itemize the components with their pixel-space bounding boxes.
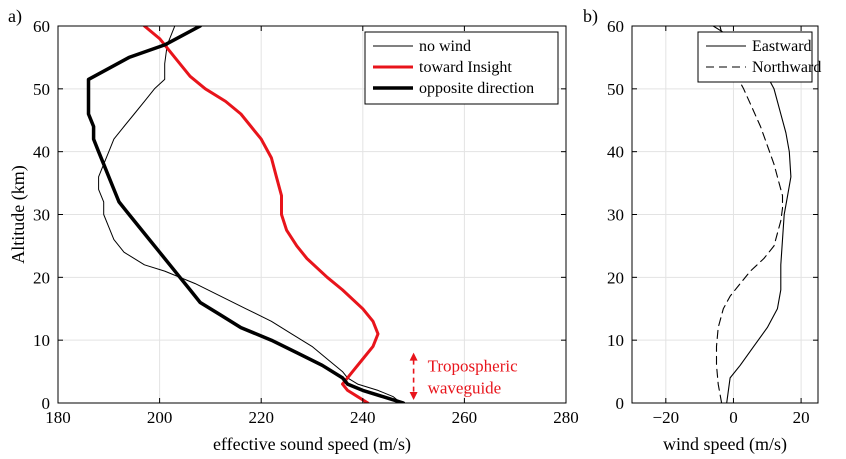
panel-a-y-tick-label: 50 [33,80,50,99]
panel-b-frame [631,25,819,404]
panel-a-x-tick-label: 280 [553,408,579,427]
panel-b-y-tick-label: 0 [616,394,625,413]
legend-label-eastward: Eastward [752,38,812,55]
legend-label-toward-insight: toward Insight [419,59,512,76]
panel-a-x-tick-label: 240 [350,408,376,427]
panel-b-y-tick-label: 30 [607,206,624,225]
panel-a-y-tick-label: 20 [33,268,50,287]
panel-b-y-tick-label: 40 [607,143,624,162]
panel-a-y-axis-label: Altitude (km) [8,165,29,263]
panel-a-x-tick-label: 220 [248,408,274,427]
legend-label-northward: Northward [752,59,821,76]
panel-b-x-tick-label: −20 [653,408,680,427]
panel-a-y-tick-label: 60 [33,17,50,36]
waveguide-label-line1: Tropospheric [428,356,518,375]
series-line-opposite-direction [86,26,406,403]
panel-b-y-tick-label: 10 [607,331,624,350]
panel-a-frame [57,25,567,404]
panel-b-x-tick-label: 0 [729,408,738,427]
panel-a-x-tick-label: 200 [147,408,173,427]
waveguide-arrow-head-bottom [409,392,418,400]
panel-b-y-tick-label: 60 [607,17,624,36]
legend-label-no-wind: no wind [419,38,471,55]
legend-box [697,31,813,83]
panel-b: −20 0 20 0 10 20 30 40 50 60 Eastward Northward b)… [583,6,821,455]
series-line-northward [715,26,784,403]
waveguide-arrow-head-top [409,352,418,361]
panel-b-label: b) [583,6,598,27]
waveguide-annotation: Tropospheric waveguide [409,352,518,400]
legend-label-opposite-direction: opposite direction [419,80,534,97]
panel-b-legend: Eastward Northward [697,31,821,83]
panel-a-legend: no wind toward Insight opposite direction [364,31,559,105]
panel-b-x-axis-label: wind speed (m/s) [663,434,787,455]
panel-a-x-tick-label: 260 [452,408,478,427]
panel-a-y-tick-label: 40 [33,143,50,162]
series-line-no-wind [98,26,402,403]
panel-a-x-tick-label: 180 [45,408,71,427]
panel-b-y-tick-label: 50 [607,80,624,99]
panel-a-x-axis-label: effective sound speed (m/s) [213,434,411,455]
panel-b-x-tick-label: 20 [793,408,810,427]
panel-a-y-tick-label: 10 [33,331,50,350]
panel-a-y-tick-label: 0 [42,394,51,413]
panel-b-y-tick-label: 20 [607,268,624,287]
panel-a-y-tick-label: 30 [33,206,50,225]
series-line-toward-insight [142,26,380,403]
panel-a-label: a) [8,6,22,27]
waveguide-label-line2: waveguide [428,378,502,397]
panel-a: 180 200 220 240 260 280 0 10 20 30 40 50 60 Troposph… [8,6,579,455]
